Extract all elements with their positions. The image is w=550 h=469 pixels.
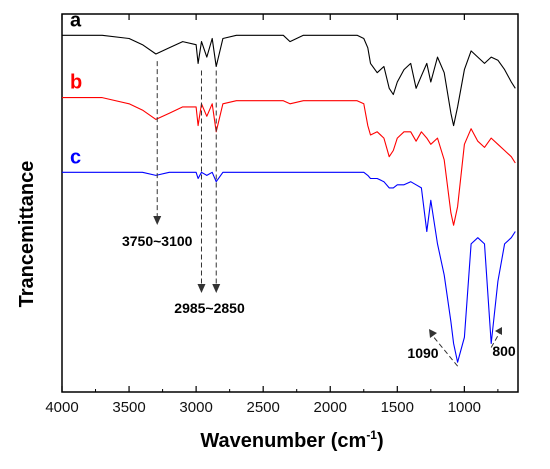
arrowhead-2985-2850	[212, 284, 221, 293]
annotation-1090: 1090	[407, 345, 438, 361]
x-tick-label: 3000	[179, 399, 212, 416]
x-tick-label: 1000	[448, 399, 481, 416]
x-axis-title-close: )	[377, 430, 384, 452]
annotation-2985-2850: 2985~2850	[174, 300, 245, 316]
plot-frame	[61, 13, 519, 393]
x-axis-title-sup: -1	[366, 428, 377, 442]
arrowhead-2985-2850	[197, 284, 206, 293]
annotations: 3750~3100 2985~2850 1090 800	[122, 61, 516, 367]
series-line-c	[62, 171, 516, 363]
x-tick-label: 2500	[246, 399, 279, 416]
x-tick-label: 2000	[314, 399, 347, 416]
axes: 4000 3500 3000 2500 2000 1500 1000	[45, 14, 499, 416]
y-axis-title: Trancemittance	[16, 161, 38, 308]
annotation-800: 800	[492, 343, 516, 359]
series-line-a	[62, 34, 516, 127]
x-tick-label: 1500	[381, 399, 414, 416]
x-axis-title-main: Wavenumber (cm	[200, 430, 366, 452]
series-line-b	[62, 97, 516, 226]
annotation-leader-800	[490, 331, 501, 348]
arrowhead-800	[495, 327, 502, 335]
x-tick-label: 4000	[45, 399, 78, 416]
series-lines: a b c	[62, 9, 516, 363]
arrowhead-1090	[429, 329, 437, 338]
annotation-3750-3100: 3750~3100	[122, 233, 193, 249]
annotation-leader-1090	[431, 334, 459, 367]
x-axis-title: Wavenumber (cm-1)	[200, 428, 383, 452]
curve-label-a: a	[70, 9, 82, 31]
x-tick-label: 3500	[112, 399, 145, 416]
plot-area	[61, 13, 519, 393]
arrowhead-3750-3100	[153, 216, 162, 225]
curve-label-c: c	[70, 146, 81, 168]
curve-label-b: b	[70, 72, 82, 94]
